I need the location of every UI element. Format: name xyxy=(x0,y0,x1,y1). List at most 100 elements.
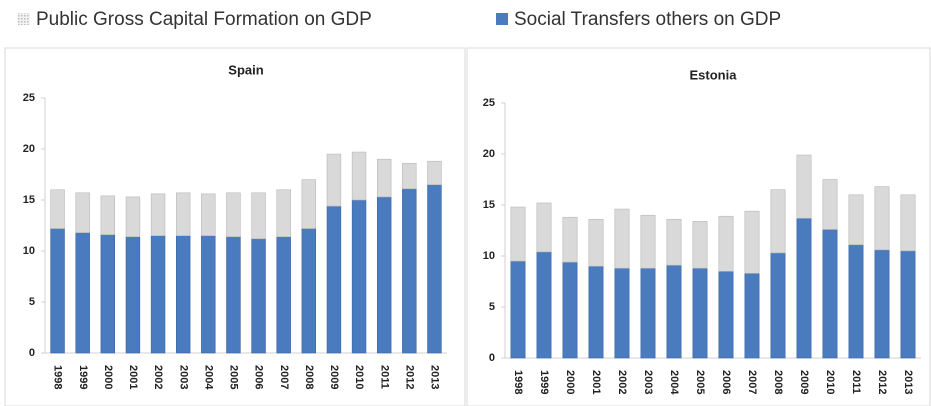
y-tick-label: 5 xyxy=(29,296,35,308)
bar-segment xyxy=(848,194,864,246)
x-tick-label: 2013 xyxy=(902,370,914,394)
y-tick-label: 25 xyxy=(23,92,35,104)
bar-segment xyxy=(427,160,442,186)
x-tick-label: 2011 xyxy=(850,370,862,394)
x-tick-label: 2011 xyxy=(378,365,390,389)
bar-segment xyxy=(150,235,166,354)
bar-segment xyxy=(510,206,526,262)
bar-segment xyxy=(326,153,342,207)
bar-segment xyxy=(744,273,760,359)
panel-frame xyxy=(466,47,931,406)
x-tick-label: 2007 xyxy=(746,370,758,394)
y-tick-label: 20 xyxy=(23,143,35,155)
bar-segment xyxy=(201,235,216,354)
y-tick-label: 15 xyxy=(23,194,35,206)
bar-segment xyxy=(175,192,191,237)
bar-segment xyxy=(351,199,367,354)
bar-segment xyxy=(125,196,141,238)
bar-segment xyxy=(251,238,266,354)
bar-segment xyxy=(640,267,656,359)
x-tick-label: 2013 xyxy=(429,365,441,389)
y-tick-label: 10 xyxy=(483,250,495,262)
bar-segment xyxy=(376,196,392,354)
bar-segment xyxy=(796,154,812,219)
chart-title: Spain xyxy=(228,62,263,77)
bar-segment xyxy=(100,195,116,235)
legend-swatch xyxy=(496,13,508,25)
y-tick-label: 5 xyxy=(489,301,495,313)
x-tick-label: 2012 xyxy=(403,365,415,389)
x-tick-label: 2004 xyxy=(202,365,214,390)
bar-segment xyxy=(351,151,367,201)
x-tick-label: 2005 xyxy=(694,370,706,394)
x-tick-label: 2003 xyxy=(642,370,654,394)
bar-segment xyxy=(666,218,682,266)
bar-segment xyxy=(562,261,578,359)
bar-segment xyxy=(900,194,916,252)
bar-segment xyxy=(874,186,890,251)
bar-segment xyxy=(175,235,191,354)
bar-segment xyxy=(666,264,682,359)
legend-label: Public Gross Capital Formation on GDP xyxy=(36,9,372,30)
x-tick-label: 1999 xyxy=(77,365,89,389)
bar-segment xyxy=(402,188,417,354)
y-tick-label: 10 xyxy=(23,245,35,257)
bar-segment xyxy=(588,218,604,267)
bar-segment xyxy=(276,189,291,238)
y-tick-label: 25 xyxy=(483,97,495,109)
x-tick-label: 2005 xyxy=(228,365,240,389)
bar-segment xyxy=(326,205,342,354)
bar-segment xyxy=(822,229,838,359)
x-tick-label: 2010 xyxy=(353,365,365,389)
bar-segment xyxy=(718,215,734,272)
bar-segment xyxy=(562,216,578,263)
bar-segment xyxy=(744,210,760,274)
x-tick-label: 2003 xyxy=(177,365,189,389)
x-tick-label: 2006 xyxy=(720,370,732,394)
bar-segment xyxy=(226,236,241,354)
x-tick-label: 2006 xyxy=(253,365,265,389)
bar-segment xyxy=(770,252,786,359)
bar-segment xyxy=(301,179,317,229)
bar-segment xyxy=(614,267,630,359)
x-tick-label: 2010 xyxy=(824,370,836,394)
x-tick-label: 2007 xyxy=(278,365,290,389)
x-tick-label: 1999 xyxy=(538,370,550,394)
bar-segment xyxy=(770,189,786,254)
bar-segment xyxy=(201,193,216,237)
bar-segment xyxy=(692,267,708,359)
x-tick-label: 2002 xyxy=(616,370,628,394)
y-tick-label: 20 xyxy=(483,148,495,160)
bar-segment xyxy=(718,270,734,359)
bar-segment xyxy=(588,265,604,359)
x-tick-label: 2001 xyxy=(590,370,602,394)
bar-segment xyxy=(536,202,552,253)
bar-segment xyxy=(848,244,864,359)
bar-segment xyxy=(822,179,838,230)
x-tick-label: 2009 xyxy=(798,370,810,394)
bar-segment xyxy=(614,208,630,269)
x-tick-label: 2002 xyxy=(152,365,164,389)
x-tick-label: 2009 xyxy=(328,365,340,389)
chart-title: Estonia xyxy=(690,67,738,82)
x-tick-label: 2012 xyxy=(876,370,888,394)
bar-segment xyxy=(376,158,392,198)
x-tick-label: 2001 xyxy=(127,365,139,389)
bar-segment xyxy=(874,249,890,359)
bar-segment xyxy=(796,217,812,359)
bar-segment xyxy=(50,228,65,354)
x-tick-label: 2004 xyxy=(668,370,680,395)
bar-segment xyxy=(536,251,552,359)
bar-segment xyxy=(276,236,291,354)
bar-segment xyxy=(226,192,241,238)
bar-segment xyxy=(640,214,656,269)
x-tick-label: 2000 xyxy=(564,370,576,394)
legend-swatch xyxy=(18,13,30,25)
x-tick-label: 2008 xyxy=(303,365,315,389)
bar-segment xyxy=(900,250,916,359)
x-tick-label: 1998 xyxy=(52,365,64,389)
bar-segment xyxy=(50,189,65,229)
bar-segment xyxy=(125,236,141,354)
x-tick-label: 2000 xyxy=(102,365,114,389)
panel-frame xyxy=(4,47,466,406)
